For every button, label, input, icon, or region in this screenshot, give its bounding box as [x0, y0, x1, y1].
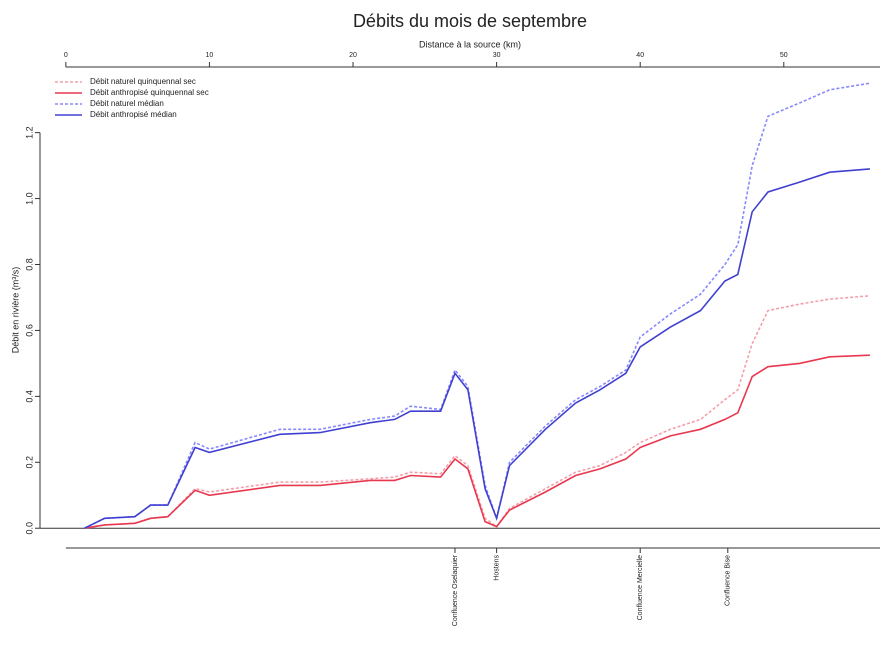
annotation-label: Confluence Mercielle [637, 555, 644, 620]
legend-label: Débit anthropisé médian [90, 110, 177, 119]
x-tick-label: 20 [349, 52, 357, 59]
y-tick-label: 0.4 [24, 390, 34, 403]
x-tick-label: 30 [493, 52, 501, 59]
y-tick-label: 0.2 [24, 456, 34, 469]
x-tick-label: 0 [64, 52, 68, 59]
annotation-label: Confluence Oselaquier [452, 554, 459, 626]
y-tick-label: 1.0 [24, 192, 34, 205]
x-axis-label: Distance à la source (km) [419, 39, 521, 49]
legend-label: Débit naturel médian [90, 99, 164, 108]
series-line [84, 354, 870, 529]
y-tick-label: 0.0 [24, 522, 34, 535]
x-tick-label: 50 [780, 52, 788, 59]
series-line [84, 82, 871, 529]
legend-label: Débit anthropisé quinquennal sec [90, 88, 209, 97]
legend-label: Débit naturel quinquennal sec [90, 77, 196, 86]
series-line [84, 168, 870, 529]
y-tick-label: 0.6 [24, 324, 34, 337]
y-tick-label: 0.8 [24, 258, 34, 271]
chart-title: Débits du mois de septembre [353, 11, 587, 31]
x-tick-label: 40 [636, 52, 644, 59]
annotation-label: Hostens [493, 555, 500, 581]
annotation-label: Confluence Bise [725, 555, 732, 606]
y-tick-label: 1.2 [24, 126, 34, 139]
x-tick-label: 10 [206, 52, 214, 59]
y-axis-label: Débit en rivière (m³/s) [10, 267, 20, 354]
series-line [84, 295, 870, 529]
